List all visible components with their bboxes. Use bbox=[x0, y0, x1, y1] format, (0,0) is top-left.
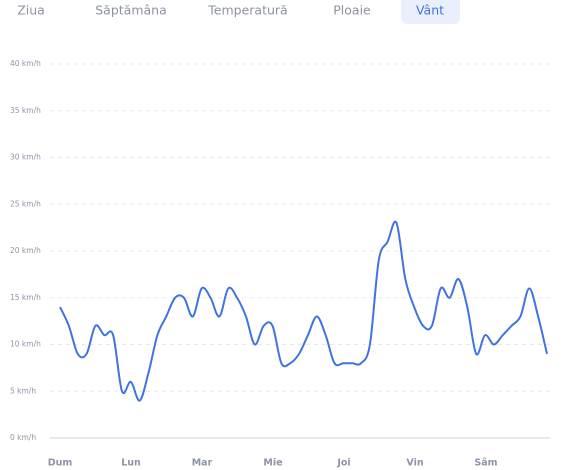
x-tick-label: Dum bbox=[48, 458, 73, 469]
tab[interactable]: Ziua bbox=[17, 3, 45, 18]
x-tick-label: Lun bbox=[121, 458, 141, 469]
y-tick-label: 0 km/h bbox=[10, 433, 36, 442]
x-tick-label: Sâm bbox=[474, 458, 497, 469]
y-tick-label: 10 km/h bbox=[10, 340, 41, 349]
tab[interactable]: Ploaie bbox=[333, 3, 371, 18]
x-tick-label: Joi bbox=[336, 458, 350, 469]
y-tick-label: 20 km/h bbox=[10, 246, 41, 255]
y-tick-label: 5 km/h bbox=[10, 386, 36, 395]
y-tick-label: 25 km/h bbox=[10, 199, 41, 208]
y-tick-label: 30 km/h bbox=[10, 153, 41, 162]
y-tick-label: 35 km/h bbox=[10, 106, 41, 115]
tab[interactable]: Săptămâna bbox=[95, 3, 167, 18]
tab[interactable]: Vânt bbox=[416, 3, 444, 18]
x-tick-label: Mar bbox=[192, 458, 213, 469]
y-tick-label: 40 km/h bbox=[10, 59, 41, 68]
x-tick-label: Vin bbox=[406, 458, 423, 469]
line bbox=[59, 220, 548, 402]
tab[interactable]: Temperatură bbox=[207, 3, 287, 18]
x-tick-label: Mie bbox=[263, 458, 282, 469]
tab-active-bg bbox=[401, 0, 460, 24]
y-tick-label: 15 km/h bbox=[10, 293, 41, 302]
